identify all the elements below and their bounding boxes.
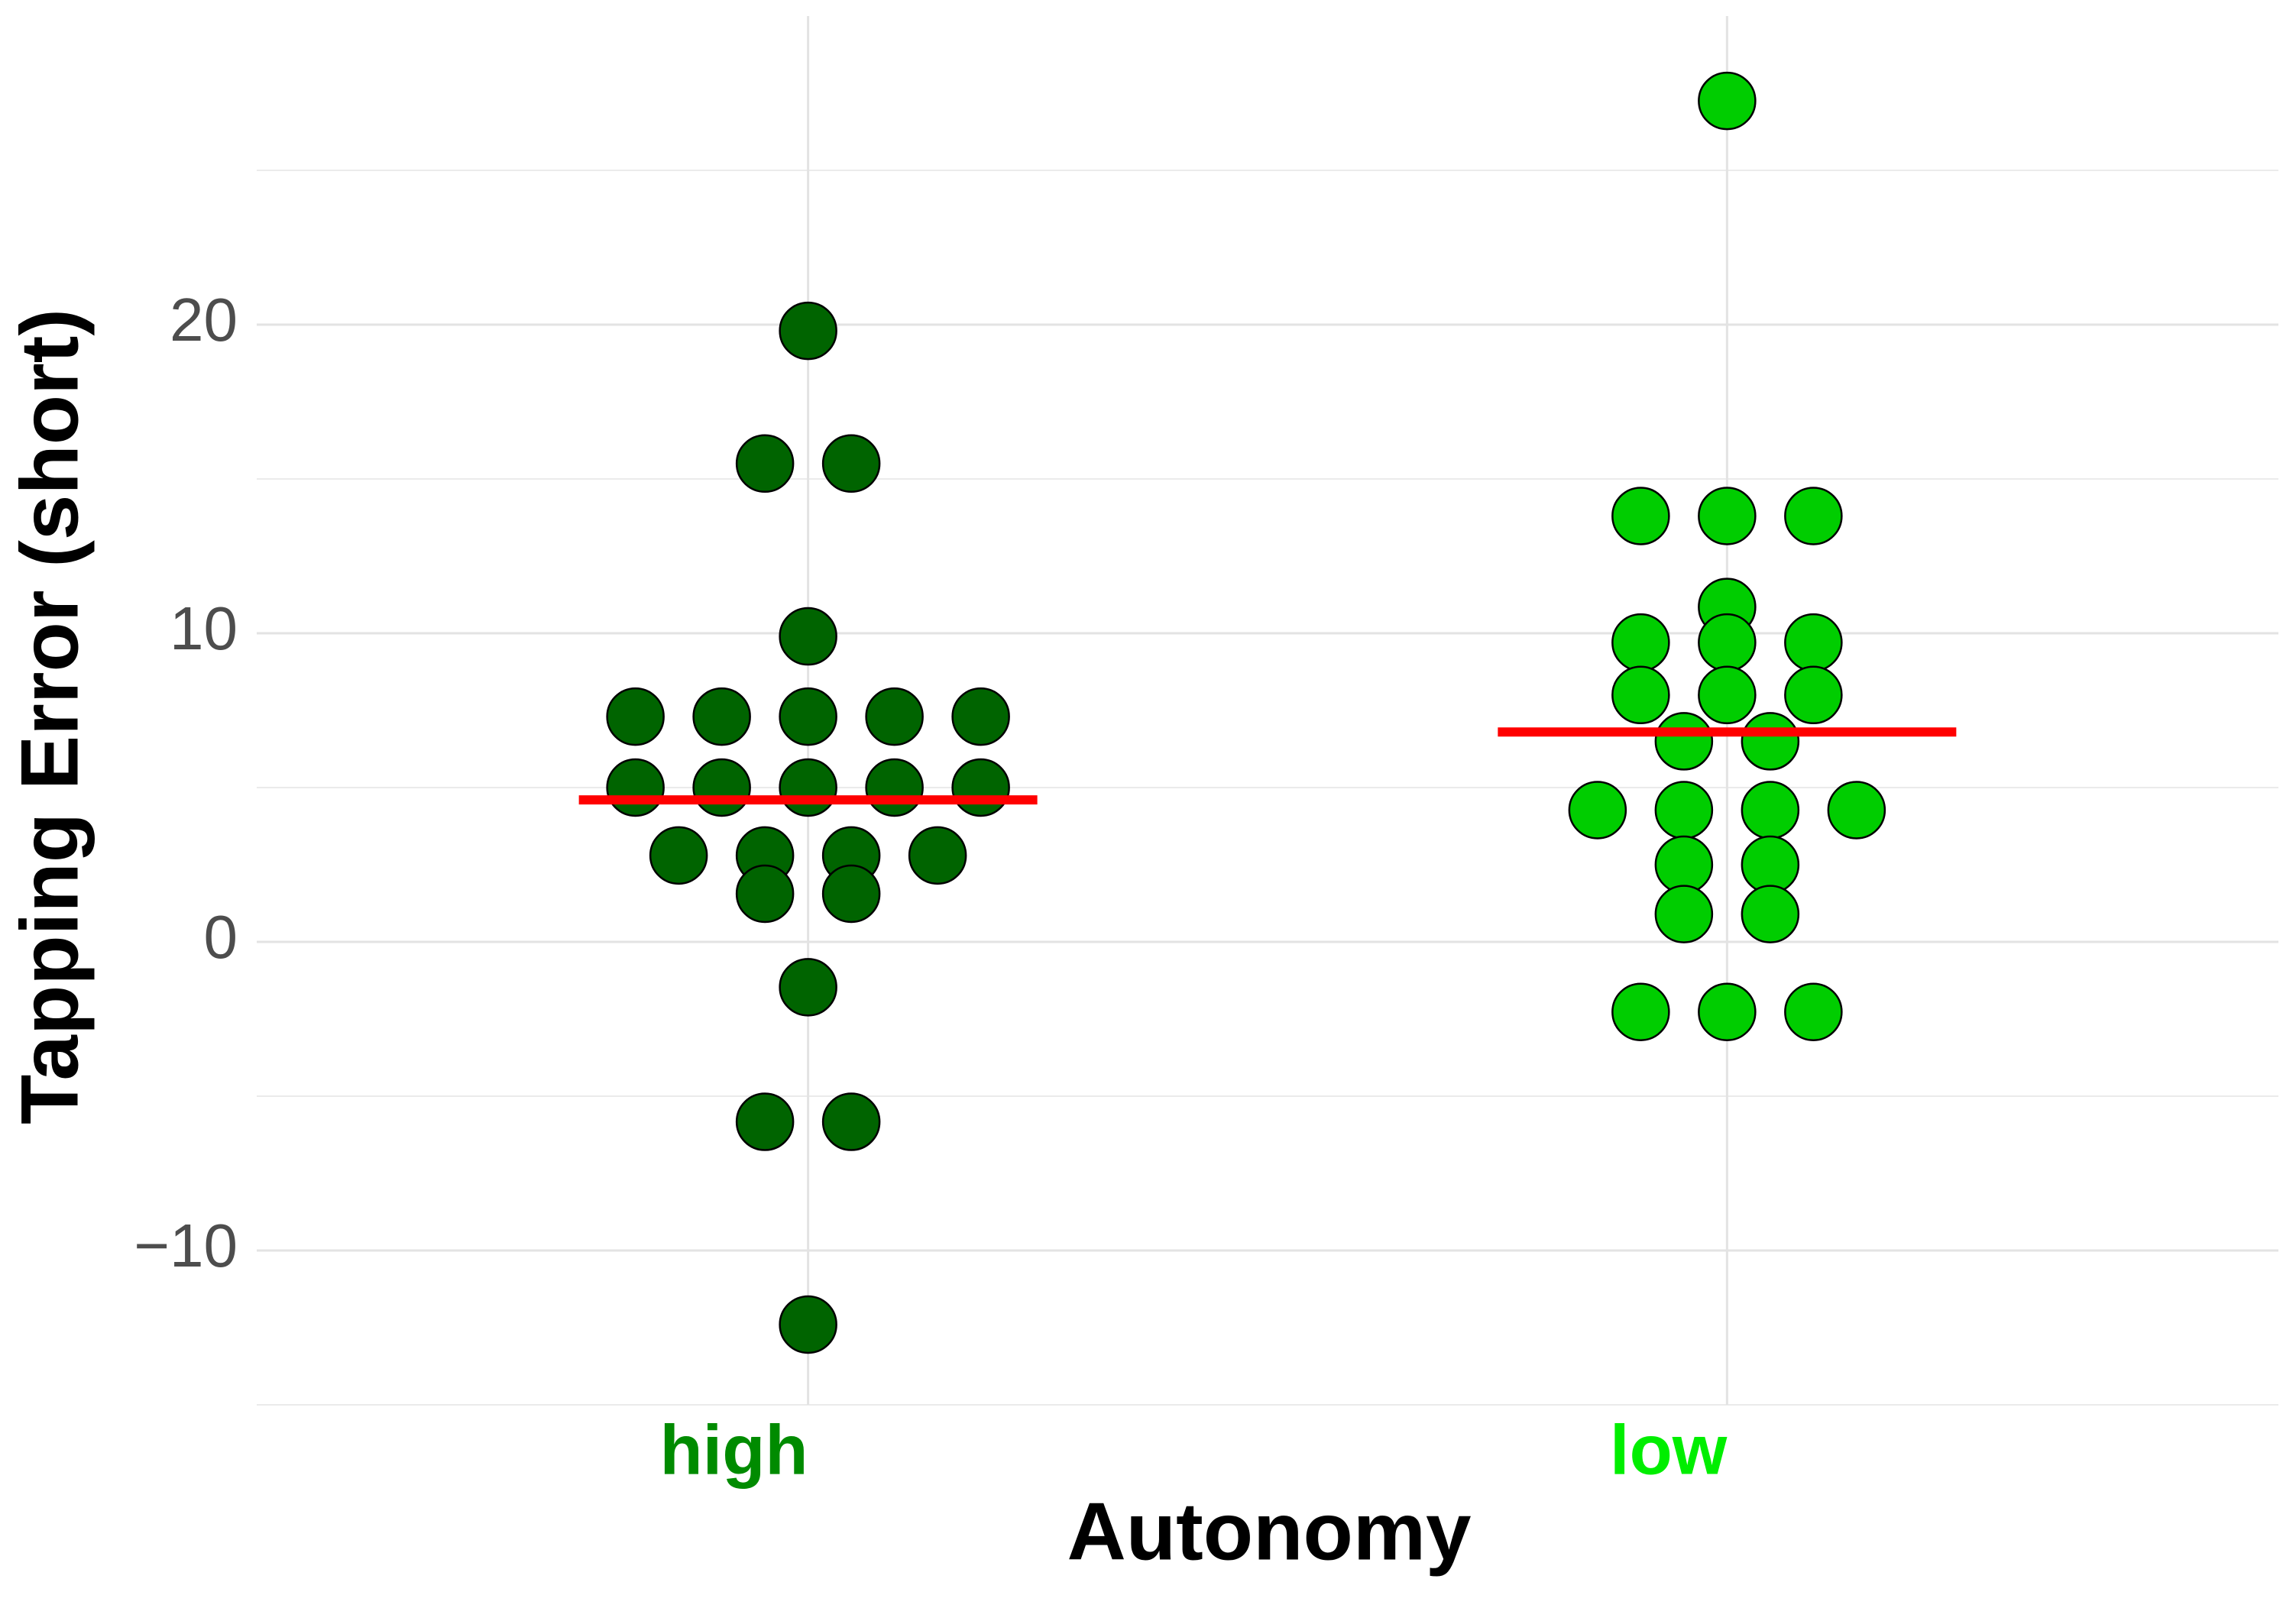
dot xyxy=(865,758,924,817)
dot xyxy=(1698,487,1757,545)
dot xyxy=(1654,885,1714,943)
dot xyxy=(779,1295,837,1354)
x-tick-label: low xyxy=(1610,1411,1728,1489)
dot xyxy=(1827,781,1886,840)
dot xyxy=(779,301,837,361)
dot xyxy=(1698,982,1757,1041)
dot xyxy=(1741,835,1800,895)
x-tick-label: high xyxy=(659,1411,808,1489)
dot xyxy=(606,758,665,817)
dot xyxy=(1741,781,1800,840)
dot xyxy=(1784,982,1843,1041)
dot xyxy=(1784,487,1843,545)
dot xyxy=(779,758,837,817)
y-tick-label: −10 xyxy=(134,1212,238,1280)
dot xyxy=(821,434,881,493)
dot xyxy=(1654,781,1714,840)
y-tick-label: 0 xyxy=(204,903,238,971)
dot xyxy=(1654,712,1714,771)
dot xyxy=(1611,665,1670,725)
y-tick-label: 10 xyxy=(170,594,238,662)
dot xyxy=(649,826,708,885)
dot xyxy=(692,758,751,817)
dot xyxy=(1698,613,1757,672)
x-axis-title: Autonomy xyxy=(1067,1485,1472,1577)
dot xyxy=(735,434,795,493)
dot xyxy=(1784,665,1843,725)
dot xyxy=(735,864,795,924)
dot xyxy=(821,1092,881,1151)
dot xyxy=(779,607,837,666)
dot xyxy=(1741,885,1800,943)
dot xyxy=(1741,712,1800,771)
dot xyxy=(821,864,881,924)
dot xyxy=(779,687,837,746)
dot xyxy=(692,687,751,746)
dot xyxy=(1698,71,1757,131)
dot xyxy=(908,826,967,885)
dot xyxy=(1654,835,1714,895)
y-axis-title: Tapping Error (short) xyxy=(3,309,95,1124)
dot xyxy=(1698,665,1757,725)
dot xyxy=(1784,613,1843,672)
dot xyxy=(779,958,837,1017)
dot xyxy=(735,1092,795,1151)
dot xyxy=(606,687,665,746)
dot xyxy=(1611,613,1670,672)
dot xyxy=(951,687,1010,746)
dot xyxy=(1611,487,1670,545)
dot xyxy=(951,758,1010,817)
dot xyxy=(1611,982,1670,1041)
y-tick-label: 20 xyxy=(170,286,238,354)
dot xyxy=(1568,781,1627,840)
dot xyxy=(865,687,924,746)
